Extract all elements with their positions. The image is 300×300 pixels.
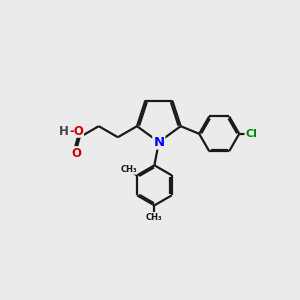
Text: H: H [59, 124, 69, 137]
Text: CH₃: CH₃ [146, 213, 163, 222]
Text: Cl: Cl [245, 129, 257, 139]
Text: -O: -O [69, 124, 84, 137]
Text: O: O [71, 147, 81, 160]
Text: N: N [153, 136, 164, 148]
Text: CH₃: CH₃ [120, 165, 137, 174]
